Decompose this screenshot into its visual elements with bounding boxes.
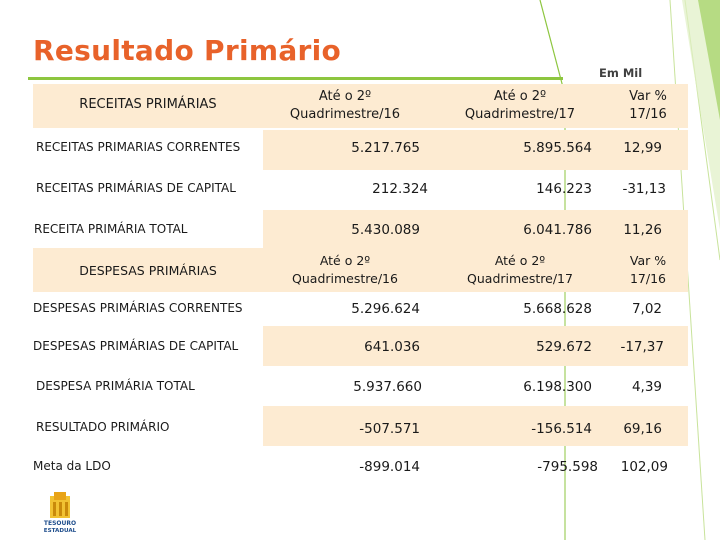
despesas-col-17-header: Até o 2º Quadrimestre/17	[467, 253, 573, 286]
table-cell-v16: -899.014	[359, 459, 420, 475]
table-cell-v16: 641.036	[364, 339, 420, 355]
table-cell-var: 69,16	[623, 421, 662, 437]
table-cell-v17: 5.668.628	[523, 301, 592, 317]
table-cell-var: 102,09	[620, 459, 668, 475]
table-cell-v17: -156.514	[531, 421, 592, 437]
table-cell-v17: 146.223	[536, 181, 592, 197]
row-band	[263, 406, 688, 446]
table-cell-v16: -507.571	[359, 421, 420, 437]
table-cell-var: 7,02	[631, 301, 662, 317]
table-cell-v17: 6.041.786	[523, 222, 592, 238]
table-cell-v16: 5.937.660	[353, 379, 422, 395]
receitas-header-band	[33, 84, 688, 128]
table-cell-v17: -795.598	[537, 459, 598, 475]
table-cell-v16: 5.217.765	[351, 140, 420, 156]
table-cell-var: -31,13	[622, 181, 666, 197]
table-row-label: RECEITA PRIMÁRIA TOTAL	[34, 222, 188, 236]
row-band	[263, 210, 688, 250]
table-row-label: RESULTADO PRIMÁRIO	[36, 420, 170, 434]
receitas-col-17-header: Até o 2º Quadrimestre/17	[464, 89, 576, 122]
table-cell-var: -17,37	[620, 339, 664, 355]
receitas-section-title: RECEITAS PRIMÁRIAS	[79, 97, 217, 112]
table-cell-var: 11,26	[623, 222, 662, 238]
table-cell-v16: 5.430.089	[351, 222, 420, 238]
table-cell-var: 12,99	[623, 140, 662, 156]
despesas-col-16-header: Até o 2º Quadrimestre/16	[292, 253, 398, 286]
svg-text:ESTADUAL: ESTADUAL	[44, 528, 77, 534]
unit-label: Em Mil	[599, 66, 643, 80]
receitas-col-var-header: Var % 17/16	[629, 89, 667, 122]
table-row-label: RECEITAS PRIMARIAS CORRENTES	[36, 140, 241, 154]
table-cell-v16: 5.296.624	[351, 301, 420, 317]
table-cell-v16: 212.324	[372, 181, 428, 197]
svg-text:TESOURO: TESOURO	[44, 520, 76, 527]
table-cell-v17: 529.672	[536, 339, 592, 355]
table-row-label: DESPESAS PRIMÁRIAS DE CAPITAL	[33, 339, 239, 353]
row-band	[263, 326, 688, 366]
despesas-col-var-header: Var % 17/16	[629, 253, 667, 286]
table-row-label: DESPESAS PRIMÁRIAS CORRENTES	[33, 301, 243, 315]
table-cell-var: 4,39	[631, 379, 662, 395]
table-row-label: DESPESA PRIMÁRIA TOTAL	[36, 379, 195, 393]
page-title: Resultado Primário	[33, 34, 342, 67]
despesas-header-band	[33, 248, 688, 292]
despesas-section-title: DESPESAS PRIMÁRIAS	[79, 263, 217, 278]
table-cell-v17: 6.198.300	[523, 379, 592, 395]
title-underline	[28, 77, 563, 80]
table-row-label: RECEITAS PRIMÁRIAS DE CAPITAL	[36, 181, 236, 195]
table-cell-v17: 5.895.564	[523, 140, 592, 156]
table-row-label: Meta da LDO	[33, 459, 111, 473]
tesouro-estadual-logo: TESOURO ESTADUAL	[44, 492, 77, 534]
row-band	[263, 130, 688, 170]
receitas-col-16-header: Até o 2º Quadrimestre/16	[289, 89, 401, 122]
